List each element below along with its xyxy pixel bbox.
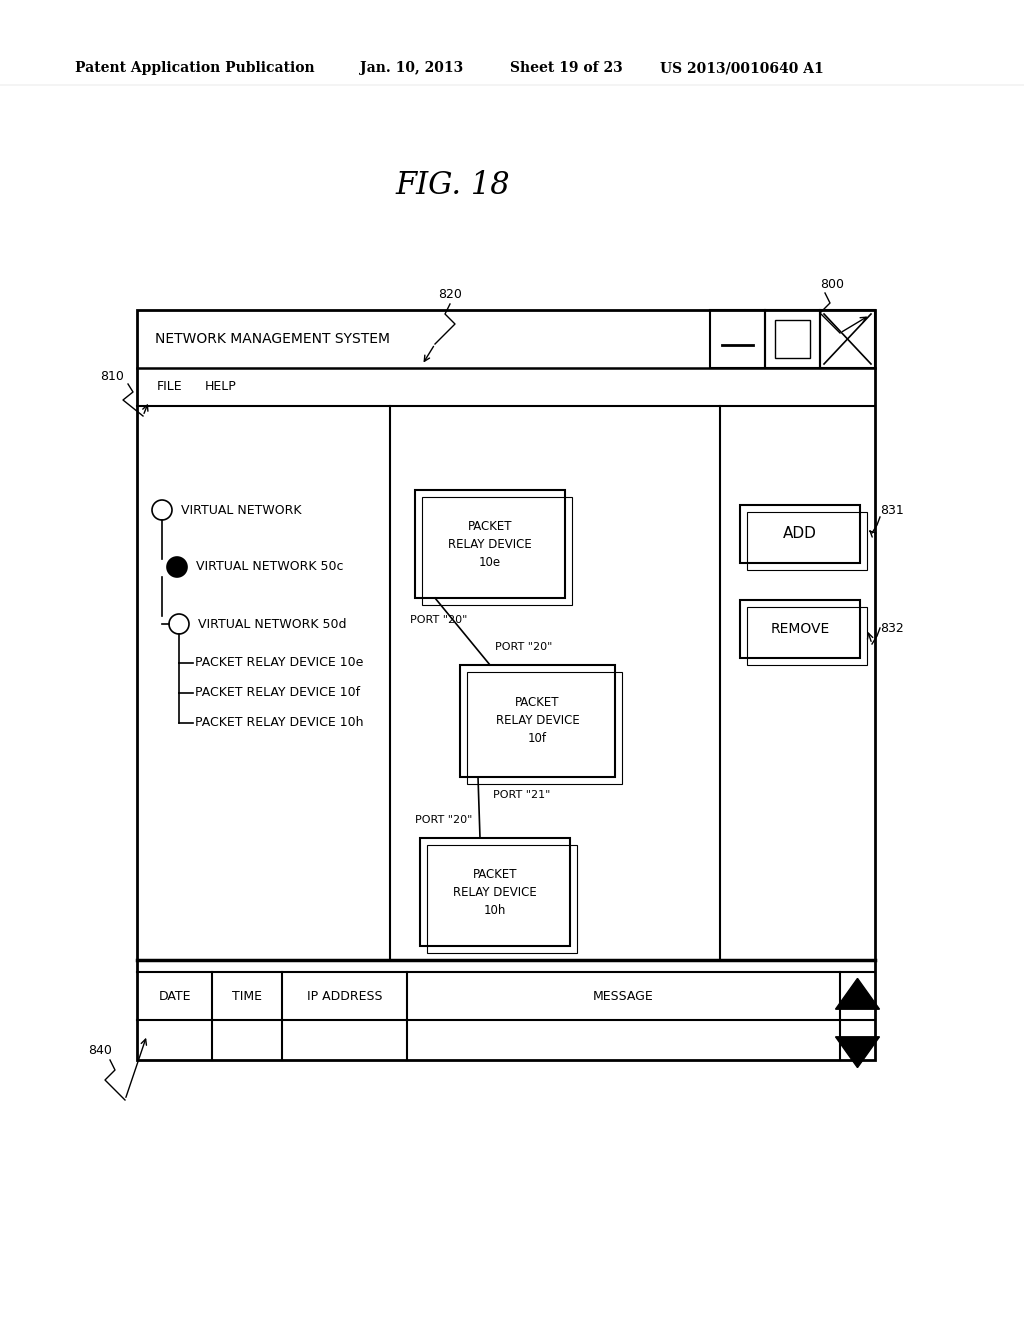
Text: 840: 840: [88, 1044, 112, 1056]
Circle shape: [167, 557, 187, 577]
Bar: [710, 310, 765, 368]
Text: PACKET RELAY DEVICE 10e: PACKET RELAY DEVICE 10e: [195, 656, 364, 669]
Text: FIG. 18: FIG. 18: [395, 169, 510, 201]
Text: PACKET RELAY DEVICE 10h: PACKET RELAY DEVICE 10h: [195, 717, 364, 730]
Text: Jan. 10, 2013: Jan. 10, 2013: [360, 61, 463, 75]
Text: ADD: ADD: [783, 527, 817, 541]
Text: MESSAGE: MESSAGE: [593, 990, 654, 1002]
Polygon shape: [836, 978, 880, 1010]
Bar: [746, 607, 867, 665]
Text: VIRTUAL NETWORK 50c: VIRTUAL NETWORK 50c: [196, 561, 343, 573]
Text: PACKET
RELAY DEVICE
10h: PACKET RELAY DEVICE 10h: [454, 867, 537, 916]
Bar: [765, 310, 820, 368]
Bar: [427, 845, 577, 953]
Text: PACKET
RELAY DEVICE
10e: PACKET RELAY DEVICE 10e: [449, 520, 531, 569]
Text: Sheet 19 of 23: Sheet 19 of 23: [510, 61, 623, 75]
Text: US 2013/0010640 A1: US 2013/0010640 A1: [660, 61, 823, 75]
Text: 820: 820: [438, 289, 462, 301]
Bar: [740, 601, 860, 657]
Text: PACKET
RELAY DEVICE
10f: PACKET RELAY DEVICE 10f: [496, 697, 580, 746]
Text: PORT "20": PORT "20": [415, 814, 472, 825]
Bar: [746, 512, 867, 570]
Text: PORT "20": PORT "20": [495, 642, 552, 652]
Bar: [775, 319, 810, 358]
Text: TIME: TIME: [232, 990, 262, 1002]
Bar: [820, 310, 874, 368]
Text: Patent Application Publication: Patent Application Publication: [75, 61, 314, 75]
Bar: [420, 838, 570, 946]
Text: REMOVE: REMOVE: [770, 622, 829, 636]
Bar: [422, 498, 572, 605]
Text: PORT "21": PORT "21": [493, 789, 550, 800]
Bar: [460, 665, 615, 777]
Text: HELP: HELP: [205, 380, 237, 393]
Bar: [740, 506, 860, 564]
Text: 800: 800: [820, 279, 844, 292]
Text: PORT "20": PORT "20": [410, 615, 467, 624]
Text: DATE: DATE: [159, 990, 190, 1002]
Bar: [467, 672, 622, 784]
Text: VIRTUAL NETWORK: VIRTUAL NETWORK: [181, 503, 301, 516]
Text: VIRTUAL NETWORK 50d: VIRTUAL NETWORK 50d: [198, 618, 346, 631]
Text: FILE: FILE: [157, 380, 182, 393]
Text: IP ADDRESS: IP ADDRESS: [307, 990, 382, 1002]
Text: PACKET RELAY DEVICE 10f: PACKET RELAY DEVICE 10f: [195, 686, 360, 700]
Bar: [137, 310, 874, 1060]
Text: 831: 831: [880, 503, 904, 516]
Polygon shape: [836, 1036, 880, 1068]
Text: 810: 810: [100, 370, 124, 383]
Text: NETWORK MANAGEMENT SYSTEM: NETWORK MANAGEMENT SYSTEM: [155, 333, 390, 346]
Bar: [415, 490, 565, 598]
Text: 832: 832: [880, 623, 904, 635]
